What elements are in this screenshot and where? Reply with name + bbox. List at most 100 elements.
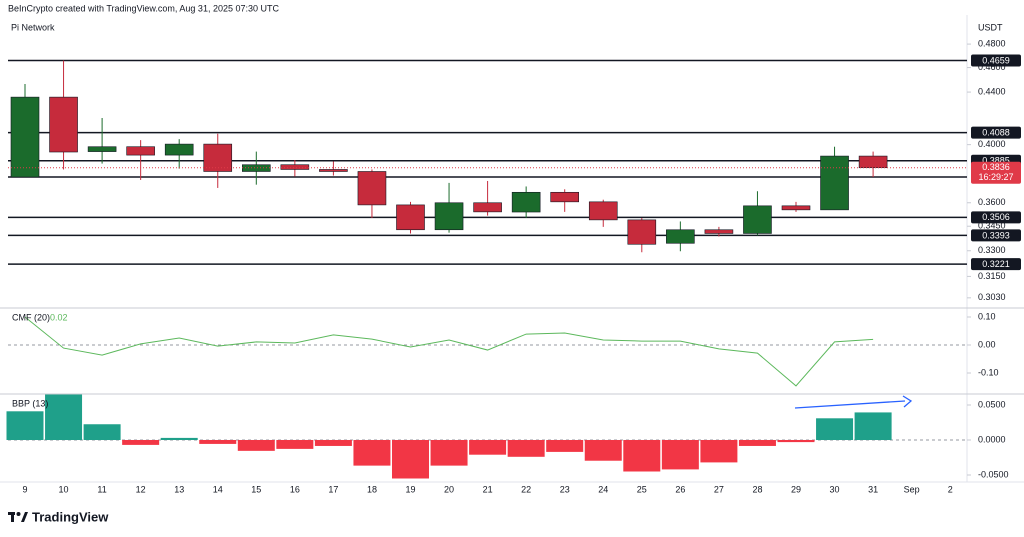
x-tick-label: 13: [174, 484, 184, 494]
candle-body: [743, 205, 772, 234]
countdown: 16:29:27: [978, 172, 1013, 182]
x-tick-label: 12: [136, 484, 146, 494]
chart-title: Pi Network: [11, 22, 55, 32]
candle-body: [434, 202, 464, 231]
x-tick-label: 16: [290, 484, 300, 494]
x-tick-label: 9: [22, 484, 27, 494]
trend-arrow: [794, 400, 906, 409]
bbp-bar: [314, 440, 352, 446]
candle-body: [357, 171, 387, 206]
level-label: 0.3506: [982, 212, 1010, 222]
candle-body: [627, 219, 657, 245]
y-tick-label: 0.4600: [978, 62, 1006, 72]
x-tick-label: 11: [97, 484, 106, 494]
candle-body: [49, 96, 78, 153]
pane-title: CMF (20): [12, 312, 50, 322]
y-tick-label: 0.3300: [978, 245, 1006, 255]
x-tick-label: 2: [948, 484, 953, 494]
x-tick-label: 26: [675, 484, 685, 494]
x-tick-label: 23: [560, 484, 570, 494]
bbp-bar: [45, 394, 83, 440]
level-label-box: [971, 126, 1021, 139]
y-tick-label: 0.4400: [978, 86, 1006, 96]
level-label: 0.4659: [982, 55, 1010, 65]
bbp-bar: [623, 440, 661, 472]
bbp-bar: [6, 411, 44, 440]
x-tick-label: 25: [637, 484, 647, 494]
bbp-bar: [430, 440, 468, 466]
trend-arrow-head: [902, 395, 913, 408]
pane-value: 0.02: [50, 312, 68, 322]
bbp-bar: [199, 440, 237, 444]
logo: [8, 512, 28, 522]
bbp-bar: [816, 418, 854, 440]
candle-body: [126, 146, 155, 156]
candle-body: [588, 201, 618, 221]
x-tick-label: 24: [598, 484, 608, 494]
candle-body: [164, 143, 194, 156]
y-tick-label: 0.0000: [978, 434, 1006, 444]
x-tick-label: 29: [791, 484, 801, 494]
bbp-bar: [546, 440, 584, 452]
bbp-bar: [738, 440, 776, 446]
y-tick-label: 0.10: [978, 311, 996, 321]
x-tick-label: 10: [59, 484, 69, 494]
y-tick-label: 0.3030: [978, 292, 1006, 302]
bbp-bar: [237, 440, 275, 451]
bbp-bar: [276, 440, 314, 449]
last-price-label: 0.3836: [982, 162, 1010, 172]
candle-body: [666, 229, 695, 244]
currency: USDT: [978, 22, 1003, 32]
bbp-bar: [392, 440, 429, 479]
x-tick-label: 22: [521, 484, 531, 494]
candle-body: [704, 229, 734, 234]
level-label-box: [971, 258, 1021, 271]
x-tick-label: 18: [367, 484, 377, 494]
y-tick-label: -0.0500: [978, 469, 1009, 479]
bbp-bar: [584, 440, 622, 461]
y-tick-label: 0.00: [978, 339, 996, 349]
bbp-bar: [469, 440, 507, 455]
x-tick-label: 27: [714, 484, 724, 494]
level-label: 0.3885: [982, 156, 1010, 166]
bbp-bar: [160, 437, 198, 440]
x-tick-label: 31: [868, 484, 878, 494]
level-label: 0.3393: [982, 230, 1010, 240]
candle-body: [820, 155, 849, 211]
candle-body: [550, 191, 580, 203]
y-tick-label: -0.10: [978, 367, 999, 377]
x-tick-label: 17: [328, 484, 338, 494]
y-tick-label: 0.4800: [978, 38, 1006, 48]
x-tick-label: 19: [405, 484, 415, 494]
x-tick-label: 30: [830, 484, 840, 494]
level-label-box: [971, 211, 1021, 224]
bbp-bar: [507, 440, 545, 457]
bbp-bar: [854, 412, 892, 440]
bbp-bar: [777, 440, 815, 443]
candle-body: [511, 191, 541, 213]
candle-body: [319, 169, 348, 172]
candle-body: [203, 143, 233, 172]
bbp-bar: [700, 440, 738, 463]
bbp-bar: [122, 440, 160, 445]
source-note: BeInCrypto created with TradingView.com,…: [8, 3, 279, 13]
x-tick-label: 28: [752, 484, 762, 494]
candle-body: [10, 96, 40, 178]
x-tick-label: 15: [251, 484, 261, 494]
level-label-box: [971, 229, 1021, 242]
bbp-bar: [83, 424, 121, 440]
x-tick-label: Sep: [904, 484, 920, 494]
x-tick-label: 20: [444, 484, 454, 494]
candle-body: [858, 155, 888, 169]
y-tick-label: 0.4000: [978, 139, 1006, 149]
brand: TradingView: [32, 509, 109, 524]
bbp-bar: [353, 440, 391, 466]
candle-body: [473, 202, 502, 213]
candle-body: [87, 146, 117, 152]
x-tick-label: 14: [213, 484, 223, 494]
level-label: 0.3221: [982, 259, 1010, 269]
y-tick-label: 0.3450: [978, 221, 1006, 231]
candle-body: [280, 164, 310, 170]
bbp-bar: [661, 440, 699, 470]
